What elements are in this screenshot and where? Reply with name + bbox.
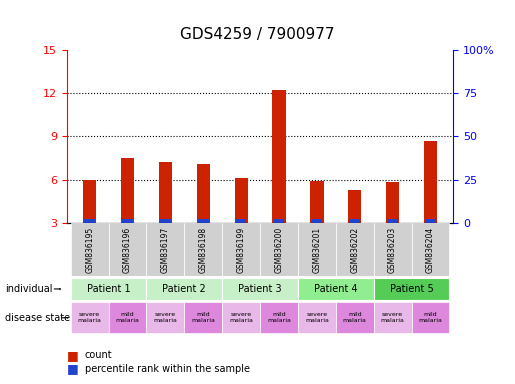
Bar [310, 181, 323, 223]
Text: GSM836199: GSM836199 [236, 227, 246, 273]
Text: GSM836202: GSM836202 [350, 227, 359, 273]
FancyBboxPatch shape [222, 278, 298, 300]
Bar [84, 219, 95, 223]
Bar [198, 219, 209, 223]
Bar [159, 162, 172, 223]
FancyBboxPatch shape [222, 302, 260, 333]
FancyBboxPatch shape [109, 223, 146, 276]
Text: GDS4259 / 7900977: GDS4259 / 7900977 [180, 27, 335, 42]
Bar [387, 219, 398, 223]
Text: GSM836203: GSM836203 [388, 227, 397, 273]
Text: severe
malaria: severe malaria [229, 312, 253, 323]
Text: GSM836196: GSM836196 [123, 227, 132, 273]
Text: GSM836201: GSM836201 [313, 227, 321, 273]
Text: GSM836200: GSM836200 [274, 227, 284, 273]
Bar [83, 180, 96, 223]
FancyBboxPatch shape [146, 302, 184, 333]
Text: disease state: disease state [5, 313, 70, 323]
FancyBboxPatch shape [146, 223, 184, 276]
FancyBboxPatch shape [184, 302, 222, 333]
Bar [386, 182, 399, 223]
Text: mild
malaria: mild malaria [267, 312, 291, 323]
FancyBboxPatch shape [411, 223, 450, 276]
Bar [197, 164, 210, 223]
Text: mild
malaria: mild malaria [192, 312, 215, 323]
Text: GSM836197: GSM836197 [161, 227, 170, 273]
Bar [272, 90, 286, 223]
Bar [121, 158, 134, 223]
Text: ■: ■ [67, 349, 79, 362]
Text: severe
malaria: severe malaria [153, 312, 177, 323]
FancyBboxPatch shape [71, 278, 146, 300]
Bar [122, 219, 133, 223]
Text: count: count [85, 350, 113, 360]
Text: severe
malaria: severe malaria [305, 312, 329, 323]
Bar [273, 219, 284, 223]
FancyBboxPatch shape [298, 223, 336, 276]
Bar [234, 178, 248, 223]
Text: severe
malaria: severe malaria [78, 312, 101, 323]
FancyBboxPatch shape [336, 302, 374, 333]
Bar [348, 190, 362, 223]
Bar [350, 219, 360, 223]
FancyBboxPatch shape [260, 302, 298, 333]
Bar [312, 219, 322, 223]
Text: Patient 3: Patient 3 [238, 284, 282, 294]
Text: mild
malaria: mild malaria [115, 312, 140, 323]
FancyBboxPatch shape [71, 302, 109, 333]
Text: individual: individual [5, 284, 53, 294]
FancyBboxPatch shape [146, 278, 222, 300]
Text: mild
malaria: mild malaria [419, 312, 442, 323]
FancyBboxPatch shape [109, 302, 146, 333]
FancyBboxPatch shape [374, 223, 411, 276]
FancyBboxPatch shape [298, 278, 374, 300]
FancyBboxPatch shape [374, 278, 450, 300]
Text: ■: ■ [67, 362, 79, 375]
Text: Patient 4: Patient 4 [314, 284, 357, 294]
Text: GSM836198: GSM836198 [199, 227, 208, 273]
Text: Patient 1: Patient 1 [87, 284, 130, 294]
Text: percentile rank within the sample: percentile rank within the sample [85, 364, 250, 374]
Text: Patient 5: Patient 5 [390, 284, 434, 294]
FancyBboxPatch shape [260, 223, 298, 276]
Text: GSM836204: GSM836204 [426, 227, 435, 273]
FancyBboxPatch shape [184, 223, 222, 276]
FancyBboxPatch shape [222, 223, 260, 276]
FancyBboxPatch shape [411, 302, 450, 333]
FancyBboxPatch shape [298, 302, 336, 333]
FancyBboxPatch shape [374, 302, 411, 333]
Bar [424, 141, 437, 223]
FancyBboxPatch shape [336, 223, 374, 276]
FancyBboxPatch shape [71, 223, 109, 276]
Bar [160, 219, 170, 223]
Text: mild
malaria: mild malaria [343, 312, 367, 323]
Text: Patient 2: Patient 2 [162, 284, 206, 294]
Text: severe
malaria: severe malaria [381, 312, 405, 323]
Text: GSM836195: GSM836195 [85, 227, 94, 273]
Bar [236, 219, 247, 223]
Bar [425, 219, 436, 223]
